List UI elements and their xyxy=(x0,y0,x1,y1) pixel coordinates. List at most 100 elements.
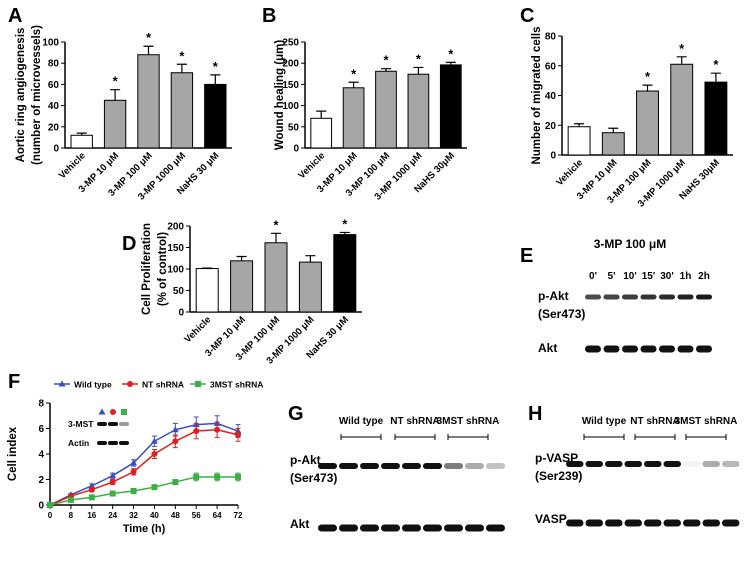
blot-band xyxy=(402,525,421,532)
blot-band xyxy=(97,422,107,426)
significance-mark: * xyxy=(273,217,279,232)
y-tick-label: 200 xyxy=(167,222,184,233)
marker xyxy=(47,502,53,508)
blot-band xyxy=(486,525,505,532)
x-tick-label: 0 xyxy=(48,511,53,520)
marker xyxy=(131,469,137,475)
x-tick-label: Vehicle xyxy=(296,150,327,181)
blot-band xyxy=(678,346,694,353)
y-axis-label: (% of control) xyxy=(157,232,169,306)
significance-mark: * xyxy=(213,59,219,74)
lane-label: 2h xyxy=(698,271,710,282)
inset-row-label: Actin xyxy=(68,438,89,448)
blot-title: 3-MP 100 μM xyxy=(594,237,666,251)
marker xyxy=(99,409,106,415)
x-tick-label: Vehicle xyxy=(182,314,213,345)
blot-band xyxy=(108,422,118,426)
bar xyxy=(343,88,364,148)
panel-label: H xyxy=(528,403,542,425)
y-tick-label: 100 xyxy=(42,38,59,49)
bar xyxy=(104,100,125,148)
y-tick-label: 100 xyxy=(167,265,184,276)
row-label: Akt xyxy=(290,517,309,531)
y-tick-label: 150 xyxy=(167,243,184,254)
bar xyxy=(171,73,192,148)
significance-mark: * xyxy=(351,66,357,81)
significance-mark: * xyxy=(679,41,685,56)
blot-band xyxy=(423,525,442,532)
series-line xyxy=(50,423,238,505)
error-bar xyxy=(177,64,187,72)
marker xyxy=(110,409,116,415)
blot-band xyxy=(696,346,712,353)
y-tick-label: 0 xyxy=(38,501,44,512)
bar xyxy=(568,127,590,155)
blot-band xyxy=(360,463,379,469)
lane-label: 30' xyxy=(660,271,674,282)
blot-band xyxy=(444,463,463,469)
y-tick-label: 80 xyxy=(545,32,557,43)
group-label: Wild type xyxy=(582,416,627,427)
group-label: NT shRNA xyxy=(390,416,439,427)
blot-band xyxy=(585,346,601,353)
x-tick-label: 8 xyxy=(69,511,74,520)
y-tick-label: 6 xyxy=(38,424,44,435)
y-axis-label: (number of microvessels) xyxy=(31,25,43,165)
y-tick-label: 80 xyxy=(48,59,60,70)
x-tick-label: 16 xyxy=(87,511,96,520)
blot-band xyxy=(703,520,721,527)
panel-label: B xyxy=(262,5,276,27)
x-tick-label: 40 xyxy=(150,511,159,520)
blot-band xyxy=(566,520,584,527)
blot-band xyxy=(119,422,129,426)
lane-label: 1h xyxy=(680,271,692,282)
blot-band xyxy=(444,525,463,532)
bar xyxy=(71,135,92,148)
marker xyxy=(110,491,116,497)
y-tick-label: 20 xyxy=(545,121,557,132)
x-axis-label: Time (h) xyxy=(123,523,166,535)
blot-band xyxy=(423,463,442,469)
blot-band xyxy=(683,520,701,527)
marker xyxy=(235,432,241,438)
group-label: 3MST shRNA xyxy=(437,416,500,427)
error-bar xyxy=(413,67,423,74)
y-tick-label: 60 xyxy=(545,61,557,72)
blot-band xyxy=(659,295,675,300)
error-bar xyxy=(677,57,687,64)
marker xyxy=(127,381,133,387)
x-tick-label: Vehicle xyxy=(554,157,585,188)
bar xyxy=(299,262,321,312)
blot-band xyxy=(659,346,675,353)
error-bar xyxy=(316,111,326,118)
marker xyxy=(214,427,220,433)
marker xyxy=(131,488,137,494)
blot-band xyxy=(586,520,604,527)
row-label: p-Akt xyxy=(290,453,321,467)
blot-band xyxy=(318,463,337,469)
error-bar xyxy=(349,82,359,88)
blot-band xyxy=(641,295,657,300)
marker xyxy=(195,381,201,387)
bar xyxy=(376,71,397,148)
bar xyxy=(231,261,253,312)
error-bar xyxy=(271,233,281,242)
bar xyxy=(671,64,693,155)
blot-band xyxy=(339,463,358,469)
error-bar xyxy=(110,90,120,101)
blot-band xyxy=(641,346,657,353)
blot-band xyxy=(381,463,400,469)
x-tick-label: Vehicle xyxy=(57,150,88,181)
y-tick-label: 20 xyxy=(48,122,60,133)
significance-mark: * xyxy=(342,216,348,231)
bar xyxy=(205,84,226,148)
blot-band xyxy=(604,346,620,353)
bar xyxy=(637,91,659,155)
bar xyxy=(440,65,461,148)
significance-mark: * xyxy=(113,74,119,89)
marker xyxy=(235,474,241,480)
y-tick-label: 50 xyxy=(288,122,300,133)
blot-band xyxy=(318,525,337,532)
y-tick-label: 60 xyxy=(48,80,60,91)
